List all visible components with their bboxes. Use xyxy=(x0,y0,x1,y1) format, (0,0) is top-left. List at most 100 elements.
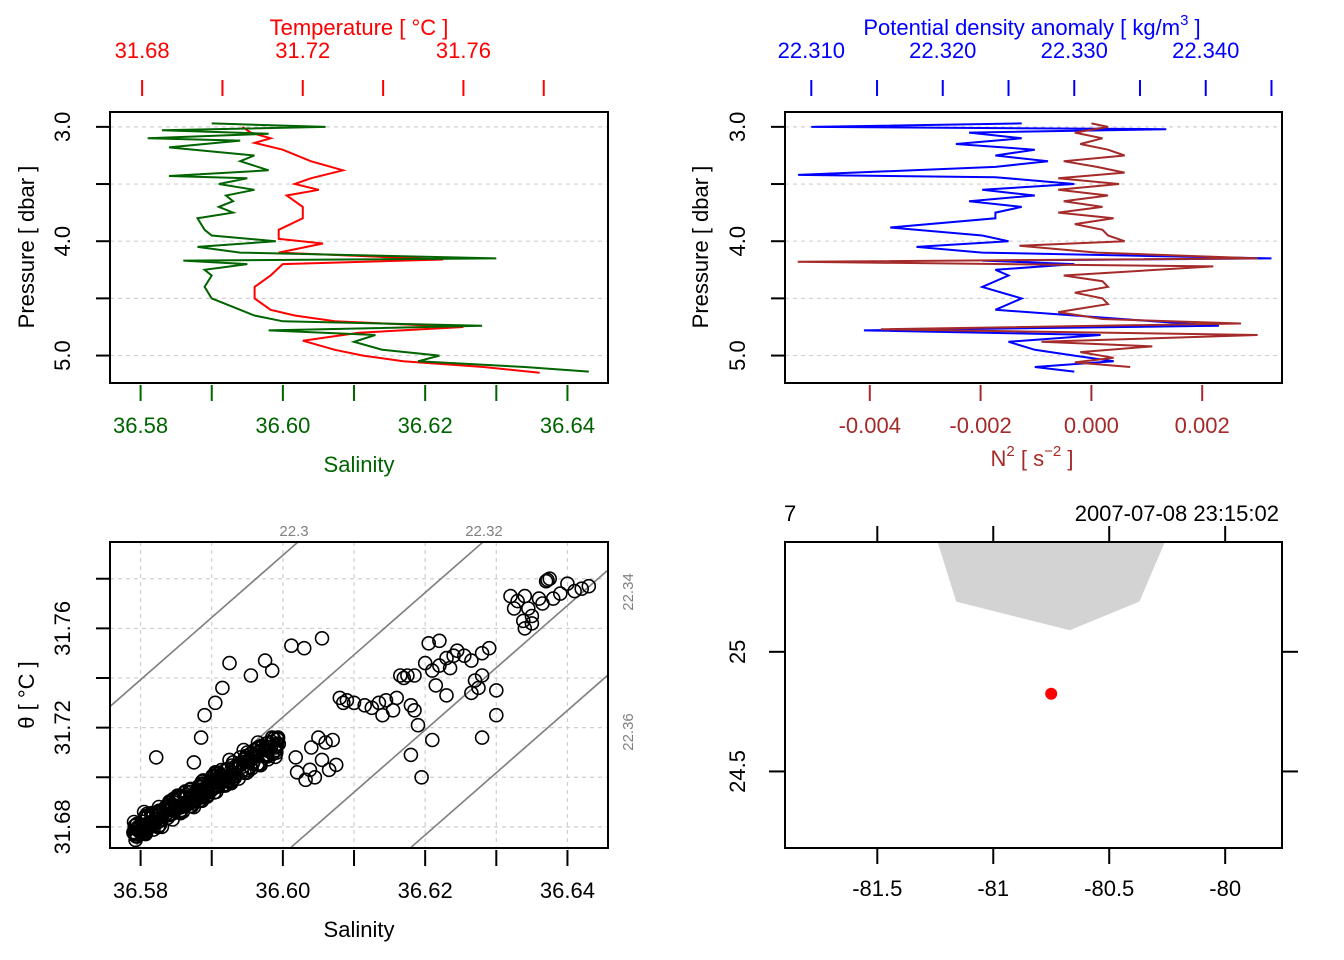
scatter-point xyxy=(357,697,373,713)
tick-label: 22.330 xyxy=(1041,38,1108,63)
left-axis-theta: 31.68 31.72 31.76 xyxy=(50,577,110,854)
scatter-point xyxy=(410,717,426,733)
scatter-point xyxy=(442,660,458,676)
left-axis-pressure: 3.0 4.0 5.0 xyxy=(50,112,110,371)
isopycnal-label: 22.36 xyxy=(620,713,637,751)
tick-label: -81.5 xyxy=(852,876,902,901)
tick-label: 25 xyxy=(725,640,750,664)
left-axis-title: Pressure [ dbar ] xyxy=(14,166,39,329)
tick-label: 0.002 xyxy=(1175,413,1230,438)
panel-density-n2-profile: 22.310 22.320 22.330 22.340 -0.004 -0.002 0.0… xyxy=(688,12,1283,471)
scatter-point xyxy=(314,752,330,768)
top-axis-temperature: 31.68 31.72 31.76 xyxy=(115,38,545,96)
tick-label: 3.0 xyxy=(725,112,750,143)
scatter-point xyxy=(239,762,255,778)
tick-label: -81 xyxy=(977,876,1009,901)
scatter-point xyxy=(126,825,141,841)
series-line-temperature xyxy=(241,126,540,374)
left-axis-latitude: 24.5 25 xyxy=(725,640,785,793)
scatter-point xyxy=(303,740,319,755)
station-id-label: 7 xyxy=(784,501,796,526)
tick-label: 4.0 xyxy=(50,226,75,257)
scatter-point xyxy=(339,692,355,708)
left-axis-title: θ [ °C ] xyxy=(14,661,39,728)
plot-frame xyxy=(109,541,609,849)
tick-label: 36.58 xyxy=(113,878,168,903)
scatter-point xyxy=(392,668,408,683)
panel-station-map: -81.5 -81 -80.5 -80 24.5 25 7 2007-07-08 23:… xyxy=(725,501,1298,901)
bottom-axis-n2: -0.004 -0.002 0.000 0.002 xyxy=(839,385,1230,438)
tick-label: 36.60 xyxy=(255,413,310,438)
scatter-point xyxy=(226,768,242,784)
scatter-point xyxy=(552,586,568,601)
top-axis-longitude-ticks xyxy=(876,526,1227,542)
grid-lines xyxy=(785,126,1282,357)
series-line-n2 xyxy=(797,122,1258,368)
scatter-point xyxy=(249,740,265,756)
scatter-points xyxy=(126,571,597,848)
tick-label: -0.004 xyxy=(839,413,901,438)
scatter-point xyxy=(517,621,533,636)
scatter-point xyxy=(481,640,497,656)
scatter-point xyxy=(474,730,490,745)
series-lines xyxy=(147,122,589,374)
tick-label: 31.72 xyxy=(50,700,75,755)
scatter-point xyxy=(208,695,223,711)
scatter-point xyxy=(520,601,536,616)
tick-label: 3.0 xyxy=(50,112,75,143)
scatter-point xyxy=(488,707,504,723)
scatter-point xyxy=(400,668,415,683)
plot-frame xyxy=(109,111,609,384)
tick-label: -80.5 xyxy=(1084,876,1134,901)
scatter-point xyxy=(407,668,422,683)
scatter-point xyxy=(192,783,207,799)
panel-ts-diagram: 36.58 36.60 36.62 36.64 31.68 31.72 31.76 22.… xyxy=(14,523,637,942)
scatter-point xyxy=(535,596,550,611)
tick-label: 31.76 xyxy=(50,601,75,656)
tick-label: 36.64 xyxy=(540,878,595,903)
scatter-point xyxy=(396,670,412,686)
tick-label: 22.340 xyxy=(1172,38,1239,63)
scatter-point xyxy=(407,702,422,718)
scatter-point xyxy=(267,743,283,759)
scatter-point xyxy=(264,663,280,678)
isopycnal-label: 22.34 xyxy=(620,573,637,611)
scatter-point xyxy=(524,608,540,624)
scatter-point xyxy=(186,755,202,770)
scatter-point xyxy=(581,578,597,594)
scatter-point xyxy=(193,730,209,745)
scatter-point xyxy=(538,573,554,589)
isopycnal-line xyxy=(289,568,608,848)
scatter-point xyxy=(140,816,155,832)
tick-label: 36.62 xyxy=(398,878,453,903)
isopycnal-lines xyxy=(110,542,608,848)
grid-lines xyxy=(110,126,608,357)
scatter-point xyxy=(288,750,304,765)
scatter-point xyxy=(145,816,161,832)
bottom-axis-title: N2 [ s−2 ] xyxy=(991,443,1074,471)
scatter-point xyxy=(474,668,490,683)
scatter-point xyxy=(265,746,280,762)
scatter-point xyxy=(128,817,144,833)
tick-label: 24.5 xyxy=(725,750,750,793)
top-axis-title: Temperature [ °C ] xyxy=(270,15,449,40)
tick-label: 31.72 xyxy=(275,38,330,63)
tick-label: 36.60 xyxy=(255,878,310,903)
scatter-point xyxy=(130,820,146,836)
bottom-axis-title: Salinity xyxy=(324,917,395,942)
scatter-point xyxy=(311,730,326,745)
scatter-point xyxy=(488,683,504,698)
station-time-label: 2007-07-08 23:15:02 xyxy=(1075,501,1279,526)
scatter-point xyxy=(302,762,318,778)
scatter-point xyxy=(375,707,390,723)
scatter-point xyxy=(328,757,344,773)
tick-label: -0.002 xyxy=(949,413,1011,438)
bottom-axis-salinity: 36.58 36.60 36.62 36.64 xyxy=(113,850,595,903)
scatter-point xyxy=(439,650,454,666)
scatter-point xyxy=(314,630,330,646)
scatter-point xyxy=(160,810,175,826)
scatter-point xyxy=(325,732,341,748)
scatter-point xyxy=(210,778,225,794)
top-axis-density: 22.310 22.320 22.330 22.340 xyxy=(778,38,1273,96)
